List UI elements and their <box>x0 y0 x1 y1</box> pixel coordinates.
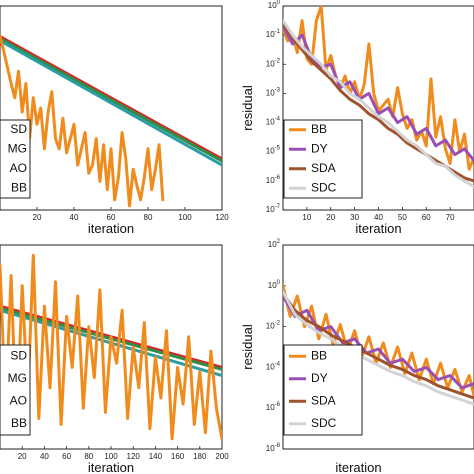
y-tick-label: 10-6 <box>266 402 281 413</box>
y-tick-label: 100 <box>268 279 281 290</box>
legend-box <box>0 344 31 436</box>
x-tick-label: 80 <box>144 213 153 222</box>
legend-entry: DY <box>311 371 328 385</box>
x-axis-label: iteration <box>355 221 401 236</box>
series-line-sdc <box>283 290 474 406</box>
x-tick-label: 60 <box>107 213 116 222</box>
x-tick-label: 180 <box>193 452 207 461</box>
y-axis-label: residual <box>240 85 255 131</box>
x-tick-label: 50 <box>398 213 407 222</box>
x-tick-label: 100 <box>104 452 118 461</box>
y-tick-label: 10-8 <box>266 443 281 454</box>
chart-tl: 20 40 60 80 100 120 iteration SD MG AO BB <box>0 5 229 236</box>
x-tick-label: 20 <box>18 452 27 461</box>
legend-box <box>283 344 363 436</box>
x-tick-label: 120 <box>127 452 141 461</box>
series-group <box>0 253 222 441</box>
legend-box <box>0 119 31 199</box>
x-tick-label: 160 <box>171 452 185 461</box>
legend-entry: BB <box>11 416 27 430</box>
legend-entry: SDC <box>311 416 337 430</box>
x-tick-label: 30 <box>350 213 359 222</box>
y-tick-label: 10-4 <box>266 361 281 372</box>
series-line-ao <box>0 39 222 167</box>
series-group <box>283 6 474 189</box>
x-axis-label: iteration <box>88 221 134 236</box>
y-tick-label: 10-5 <box>266 145 281 156</box>
x-tick-label: 120 <box>215 213 229 222</box>
legend: SD MG AO BB <box>0 119 31 199</box>
legend-entry: SD <box>10 122 27 136</box>
legend: SD MG AO BB <box>0 344 31 436</box>
y-tick-label: 10-2 <box>266 58 281 69</box>
legend-box <box>283 119 363 199</box>
x-tick-label: 140 <box>149 452 163 461</box>
y-tick-label: 102 <box>268 239 281 250</box>
x-tick-label: 40 <box>40 452 49 461</box>
legend-entry: SD <box>10 348 27 362</box>
series-line-sd <box>0 35 222 161</box>
legend-entry: BB <box>11 180 27 194</box>
x-tick-label: 80 <box>84 452 93 461</box>
x-tick-label: 40 <box>374 213 383 222</box>
x-tick-label: 100 <box>178 213 192 222</box>
legend-entry: SDC <box>311 180 337 194</box>
series-line-mg <box>0 37 222 163</box>
x-tick-label: 10 <box>302 213 311 222</box>
legend-entry: MG <box>8 141 27 155</box>
y-tick-label: 10-7 <box>266 204 281 215</box>
y-tick-label: 10-6 <box>266 174 281 185</box>
legend-entry: MG <box>8 371 27 385</box>
legend-entry: BB <box>311 348 327 362</box>
legend-entry: BB <box>311 122 327 136</box>
x-tick-label: 20 <box>326 213 335 222</box>
legend: BB DY SDA SDC <box>283 119 363 199</box>
y-tick-label: 10-4 <box>266 116 281 127</box>
y-axis-label: residual <box>240 324 255 370</box>
x-tick-label: 60 <box>62 452 71 461</box>
y-tick-label: 10-2 <box>266 320 281 331</box>
chart-br: 102 100 10-2 10-4 10-6 10-8 iteration residual B… <box>240 239 474 474</box>
legend: BB DY SDA SDC <box>283 344 363 436</box>
legend-entry: SDA <box>311 393 336 407</box>
x-tick-label: 40 <box>70 213 79 222</box>
x-tick-label: 20 <box>33 213 42 222</box>
legend-entry: DY <box>311 141 328 155</box>
y-tick-label: 10-3 <box>266 87 281 98</box>
series-line-bb <box>0 253 222 441</box>
x-tick-label: 60 <box>422 213 431 222</box>
x-tick-label: 200 <box>215 452 229 461</box>
chart-bl: 20 40 60 80 100 120 140 160 180 200 iteration SD MG A… <box>0 244 229 474</box>
series-group <box>283 284 474 406</box>
chart-tr: 10 20 30 40 50 60 70 100 10-1 10-2 10-3 10-4 10-5 10-… <box>240 0 474 236</box>
legend-entry: AO <box>10 161 27 175</box>
y-tick-label: 10-1 <box>266 29 281 40</box>
x-axis-label: iteration <box>335 460 381 474</box>
legend-entry: AO <box>10 393 27 407</box>
x-axis-label: iteration <box>88 460 134 474</box>
series-line-sda <box>283 292 474 400</box>
series-line-bb <box>0 35 165 208</box>
plot-frame <box>282 244 474 450</box>
legend-entry: SDA <box>311 161 336 175</box>
x-tick-label: 70 <box>446 213 455 222</box>
series-line-sdc <box>283 19 474 189</box>
series-line-dy <box>283 24 474 162</box>
series-group <box>0 35 222 208</box>
y-tick-label: 100 <box>268 0 281 10</box>
